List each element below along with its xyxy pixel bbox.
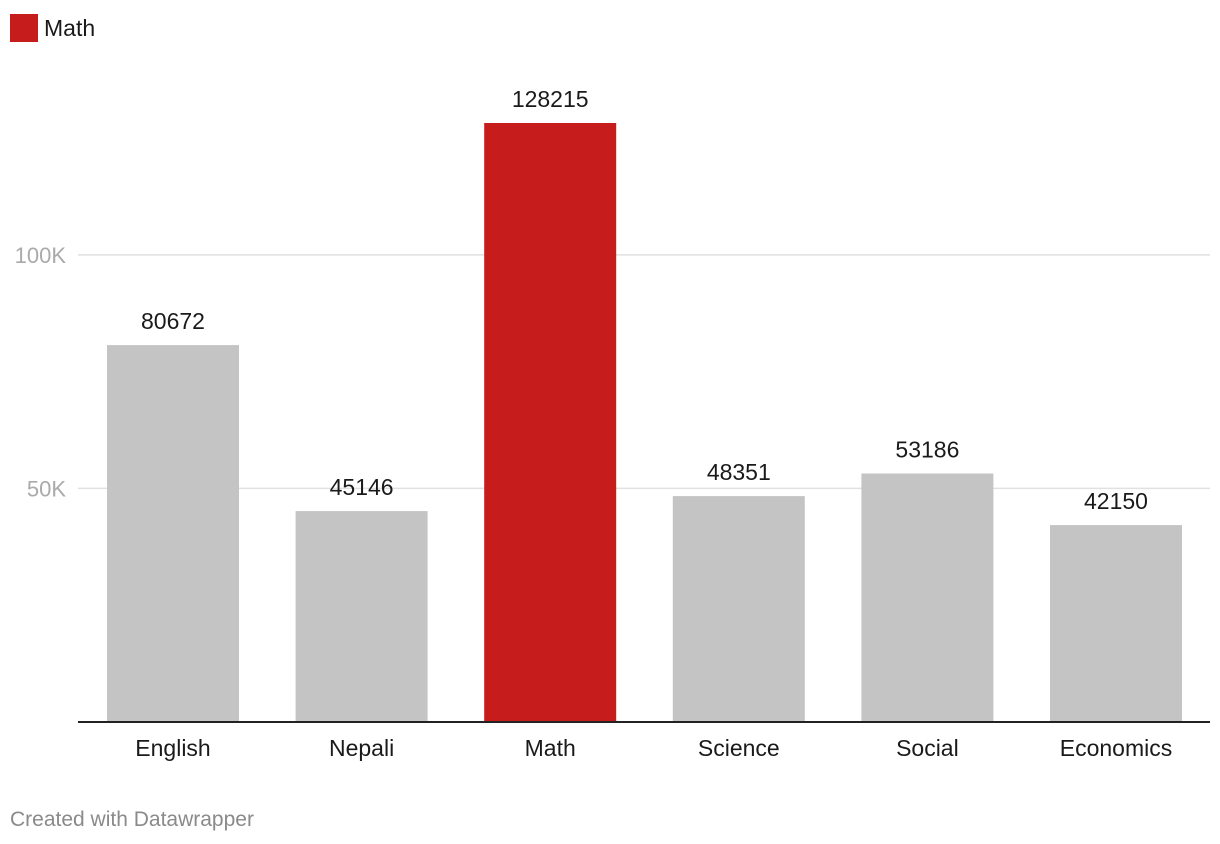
value-label: 45146 — [330, 474, 394, 500]
legend: Math — [10, 14, 95, 42]
x-tick-label: Science — [698, 735, 780, 761]
bar — [484, 123, 617, 722]
y-tick-label: 100K — [15, 243, 67, 268]
value-label: 53186 — [895, 437, 959, 463]
x-tick-label: English — [135, 735, 210, 761]
x-tick-label: Math — [525, 735, 576, 761]
value-label: 48351 — [707, 459, 771, 485]
x-tick-label: Social — [896, 735, 959, 761]
x-tick-label: Nepali — [329, 735, 394, 761]
credit-text: Created with Datawrapper — [10, 808, 254, 831]
y-tick-label: 50K — [27, 476, 66, 501]
value-label: 128215 — [512, 86, 589, 112]
bar — [107, 345, 239, 722]
legend-label: Math — [44, 14, 96, 41]
bar — [295, 511, 428, 722]
value-label: 80672 — [141, 308, 205, 334]
legend-swatch — [10, 14, 38, 42]
bar — [672, 496, 805, 722]
bar — [1050, 525, 1182, 722]
x-tick-label: Economics — [1060, 735, 1172, 761]
value-label: 42150 — [1084, 488, 1148, 514]
bar — [861, 473, 994, 722]
